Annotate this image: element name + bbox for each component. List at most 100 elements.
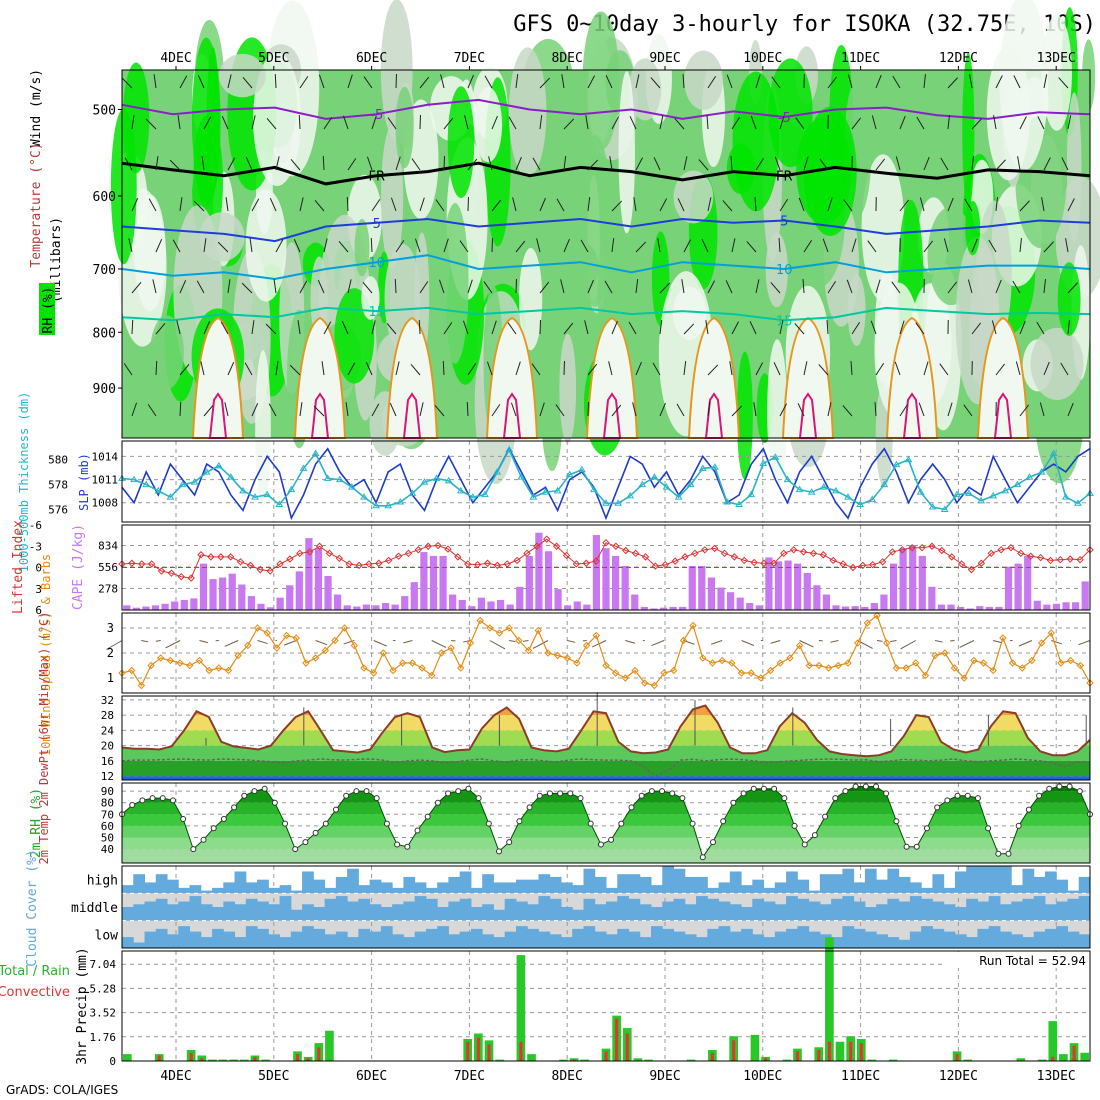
thickness-point (1049, 449, 1058, 456)
cloud-cover-bar (515, 901, 528, 921)
precip-total-bar (1080, 1052, 1089, 1061)
cloud-cover-bar (155, 874, 168, 894)
rh-point (1056, 783, 1063, 790)
wind-barb (560, 279, 565, 294)
rh-region (962, 52, 975, 211)
wind-barb (755, 74, 761, 89)
cloud-cover-bar (1078, 896, 1091, 921)
cloud-cover-bar (842, 896, 855, 921)
wind-barb (794, 323, 805, 335)
lifted-index-point (305, 548, 314, 556)
wind-speed-point (931, 651, 939, 660)
wind-barb (851, 321, 861, 335)
cloud-cover-bar (414, 882, 427, 894)
rh-point (985, 825, 992, 832)
cape-bar (525, 555, 533, 610)
rh-point (811, 832, 818, 839)
wind-barb (1041, 197, 1045, 212)
wind-speed-point (466, 639, 475, 647)
cloud-cover-bar (324, 934, 337, 948)
thickness-point (432, 474, 441, 481)
thickness-point (989, 491, 998, 499)
temperature-contour (121, 254, 1091, 281)
wind-barb-10m (770, 640, 781, 644)
wind-barb (323, 238, 328, 253)
wind-speed-point (389, 666, 397, 675)
wind-barb (435, 199, 445, 212)
wind-speed-point (457, 664, 465, 672)
wind-barb (731, 321, 740, 335)
wind-barb (659, 402, 666, 417)
wind-barb (629, 116, 637, 130)
wind-barb (798, 197, 805, 212)
thickness-point (819, 483, 828, 490)
wind-barb (242, 76, 253, 89)
wind-barb (730, 155, 733, 171)
rh-point (974, 795, 981, 802)
cloud-cover-bar (189, 885, 202, 894)
thickness-point (626, 491, 635, 499)
wind-barb (515, 240, 526, 253)
wind-barb (587, 363, 598, 376)
cloud-cover-bar (707, 898, 720, 921)
wind-barb (220, 321, 229, 335)
wind-speed-point (1076, 661, 1085, 670)
precip-total-bar (963, 1059, 972, 1061)
wind-barb (891, 281, 901, 294)
cloud-cover-bar (167, 934, 179, 948)
rh-point (923, 825, 930, 832)
wind-barb (1065, 238, 1069, 253)
cloud-cover-bar (279, 885, 292, 894)
cape-bar (889, 563, 898, 610)
wind-speed-point (699, 654, 707, 662)
cloud-cover-bar (696, 896, 708, 921)
wind-barb (635, 74, 640, 89)
wind-barb (124, 157, 133, 171)
thickness-point (1013, 480, 1022, 488)
wind-barb (467, 279, 473, 294)
wind-barb (148, 198, 157, 212)
lifted-index-point (582, 559, 590, 567)
rh-point (434, 799, 441, 806)
wind-speed-point (979, 659, 988, 667)
wind-barb-10m (284, 640, 297, 646)
wind-barb (365, 362, 373, 376)
precip-convective-bar (827, 1041, 831, 1061)
rh-point (271, 799, 278, 806)
date-label-bottom: 4DEC (160, 1069, 191, 1084)
rh-point (689, 820, 696, 827)
rh-point (1005, 850, 1012, 857)
wind-barb (225, 197, 229, 212)
wind-barb (155, 239, 163, 253)
cloud-cover-bar (696, 937, 708, 948)
precip-total-bar (1016, 1058, 1026, 1061)
thickness-point (251, 493, 259, 500)
wind-speed-point (486, 624, 494, 632)
wind-barb (251, 403, 259, 417)
temperature-contour (121, 98, 1091, 120)
wind-barb (512, 197, 517, 212)
wind-speed-point (263, 629, 271, 637)
lifted-index-tick-label: 3 (35, 583, 42, 596)
cape-axis-title: CAPE (J/kg) (71, 524, 86, 610)
rh-axis-title: RH (%) (41, 287, 56, 334)
wind-speed-point (311, 654, 320, 662)
rh-point (485, 820, 492, 827)
cloud-cover-bar (583, 868, 596, 894)
wind-barb (273, 279, 277, 294)
pressure-tick-label: 600 (93, 190, 116, 205)
wind-speed-point (563, 654, 571, 662)
rh-point (1046, 785, 1053, 792)
cape-tick-label: 834 (98, 540, 118, 553)
cape-bar (669, 606, 677, 610)
cloud-cover-bar (594, 904, 607, 921)
cloud-cover-bar (718, 882, 731, 894)
thickness-tick-label: 578 (48, 479, 68, 492)
lifted-index-point (157, 567, 166, 575)
rh-point (282, 820, 289, 827)
lifted-index-point (987, 549, 995, 558)
temperature-contour (121, 161, 1091, 186)
wind-barb (683, 323, 695, 335)
cape-bar (496, 599, 505, 610)
boundary-layer-plume (585, 316, 639, 439)
